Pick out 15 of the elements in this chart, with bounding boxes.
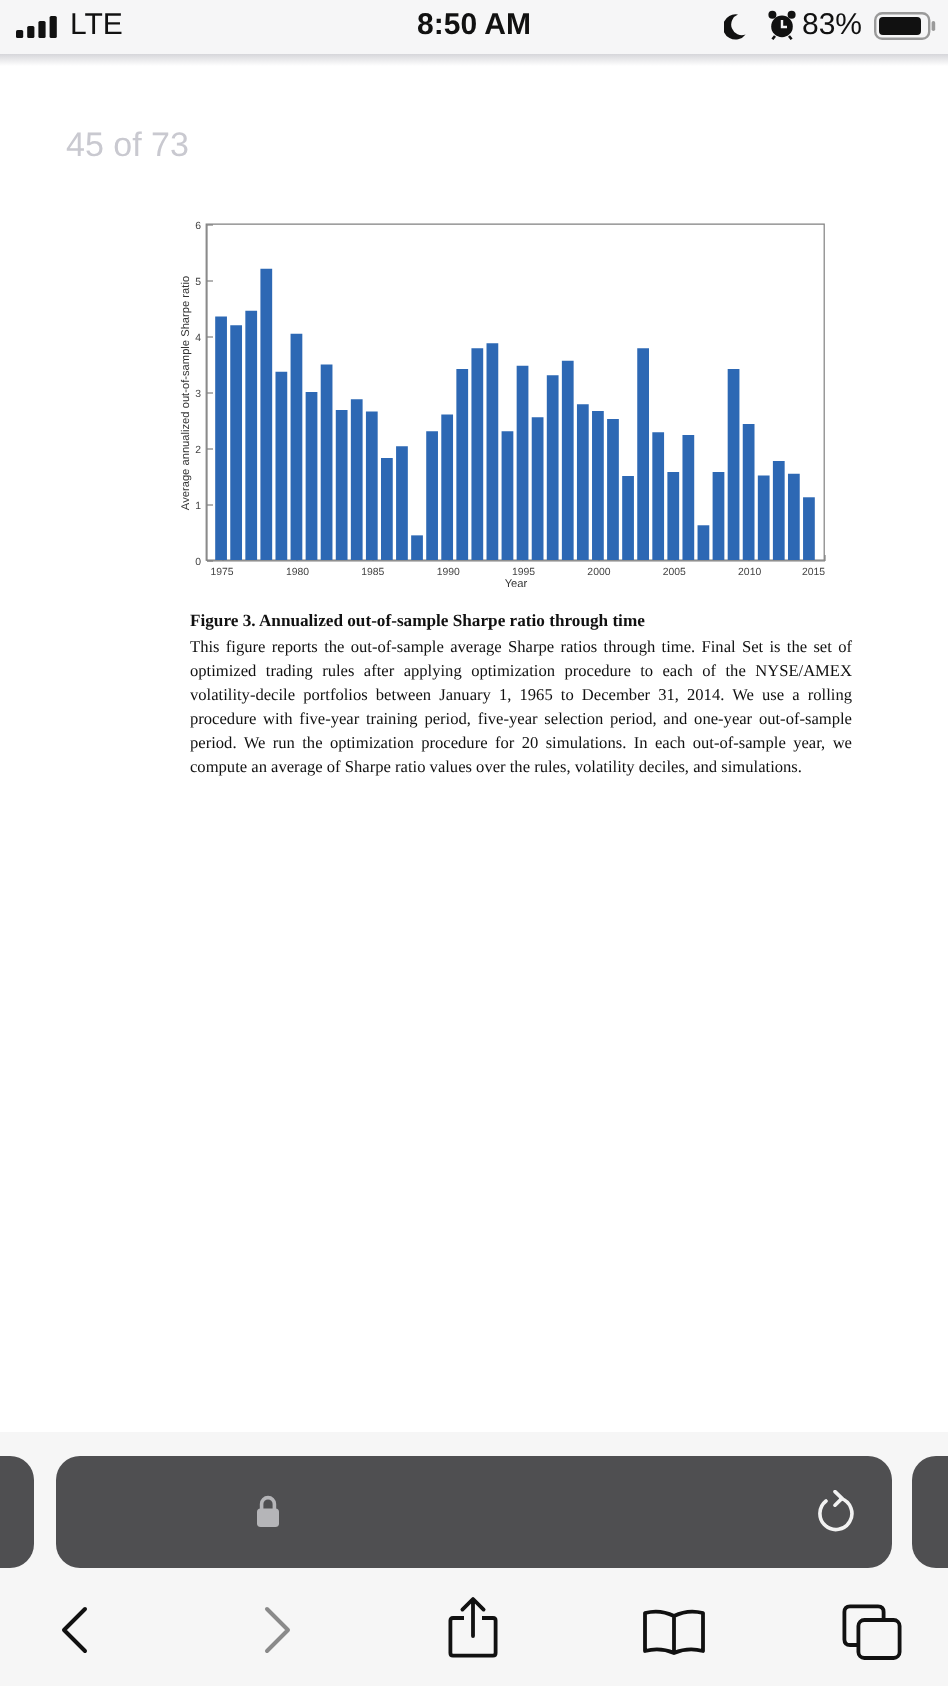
- bar: [727, 369, 740, 560]
- bar: [712, 472, 725, 560]
- text: 8:50 AM: [417, 8, 531, 42]
- text: LTE: [70, 8, 123, 44]
- bar: [516, 365, 529, 560]
- text: Figure 3. Annualized out-of-sample Sharpe ratio through time: [190, 610, 647, 632]
- bar: [501, 431, 514, 560]
- bar: [290, 333, 303, 560]
- bar: [320, 364, 333, 560]
- bar: [305, 392, 318, 560]
- bar: [486, 343, 499, 560]
- text: This figure reports the out-of-sample average Sharpe ratios through time. Final Set is the set of optimized trading rules after applying optimization procedure to each of the NYSE/AMEX volatility-decile portfolios between January 1, 1965 to December 31, 2014. We use a rolling procedure with five-year training period, five-year selection period, and one-year out-of-sample period. We run the optimization procedure for 20 simulations. In each out-of-sample year, we compute an average of Sharpe ratio values over the rules, volatility deciles, and simulations.: [190, 636, 852, 780]
- text: 83%: [802, 8, 863, 44]
- bar: [531, 417, 544, 560]
- bar: [697, 525, 710, 560]
